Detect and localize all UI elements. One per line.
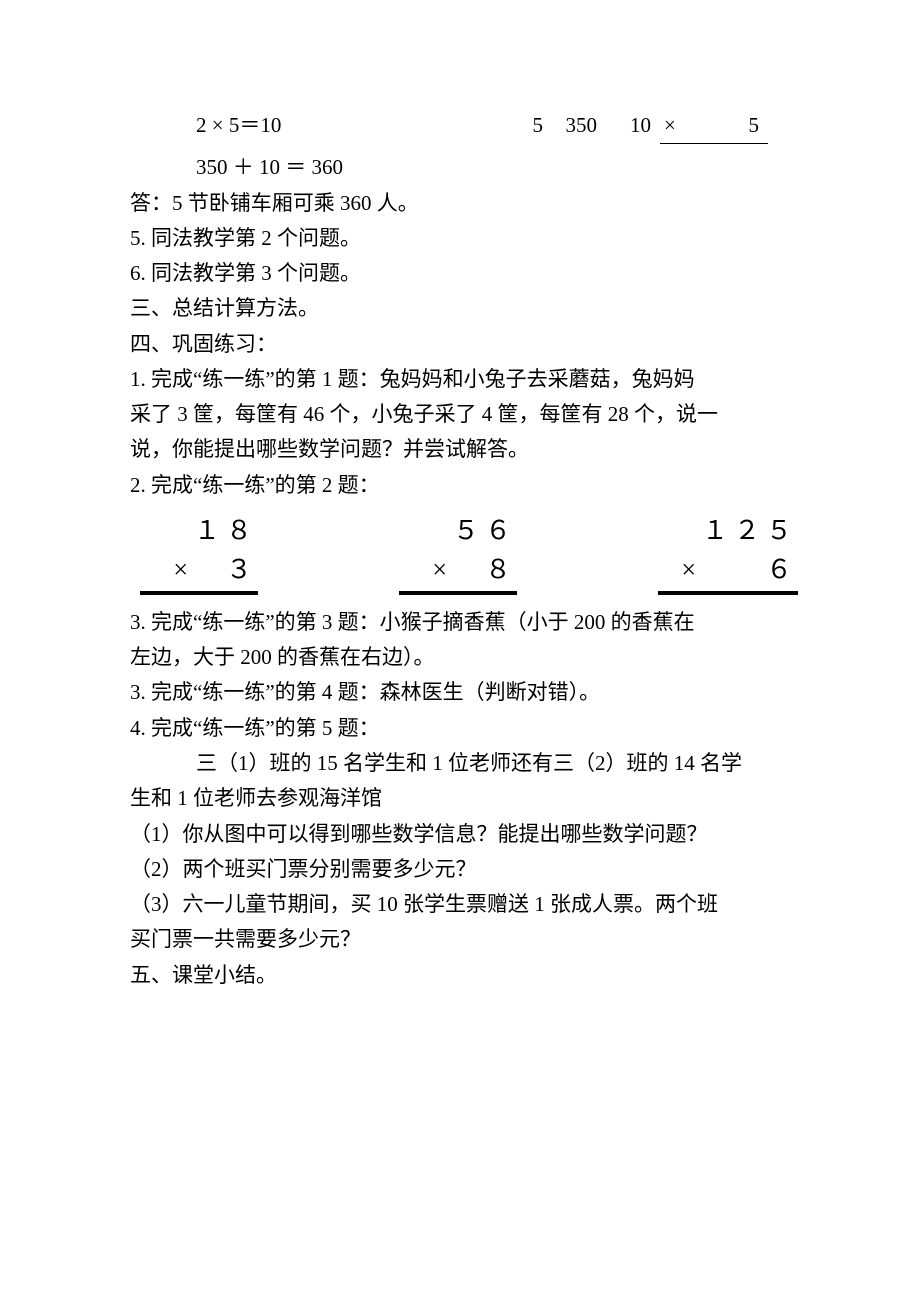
- answer-line: 答：5 节卧铺车厢可乘 360 人。: [130, 186, 802, 221]
- body-line: 说，你能提出哪些数学问题？并尝试解答。: [130, 432, 802, 467]
- calc-cell: 10: [606, 108, 660, 144]
- calc-table: 5 350 10 × 5: [498, 108, 768, 150]
- mult-bar: [399, 591, 517, 595]
- body-line: （1）你从图中可以得到哪些数学信息？能提出哪些数学问题？: [130, 817, 802, 852]
- body-line: 2. 完成“练一练”的第 2 题：: [130, 468, 802, 503]
- body-line: 买门票一共需要多少元？: [130, 922, 802, 957]
- body-line: 生和 1 位老师去参观海洋馆: [130, 781, 802, 816]
- calc-cell: 5: [498, 108, 552, 144]
- body-line: 6. 同法教学第 3 个问题。: [130, 256, 802, 291]
- eq-line-2: 350 ＋ 10 ＝ 360: [130, 150, 802, 185]
- section-heading: 三、总结计算方法。: [130, 291, 802, 326]
- top-row: 2 × 5＝10 5 350 10 × 5: [130, 108, 802, 150]
- mult-bot: × ３: [140, 550, 258, 589]
- body-line: 5. 同法教学第 2 个问题。: [130, 221, 802, 256]
- mult-strip: １８ × ３ ５６ × ８ １２５ × ６: [130, 503, 802, 605]
- body-line: （3）六一儿童节期间，买 10 张学生票赠送 1 张成人票。两个班: [130, 887, 802, 922]
- mult-problem-b: ５６ × ８: [399, 511, 517, 595]
- mult-top: １２５: [658, 511, 798, 550]
- body-line: 1. 完成“练一练”的第 1 题：兔妈妈和小兔子去采蘑菇，兔妈妈: [130, 362, 802, 397]
- mult-bot: × ６: [658, 550, 798, 589]
- mult-bar: [140, 591, 258, 595]
- mult-problem-a: １８ × ３: [140, 511, 258, 595]
- body-line: 三（1）班的 15 名学生和 1 位老师还有三（2）班的 14 名学: [130, 746, 802, 781]
- section-heading: 五、课堂小结。: [130, 958, 802, 993]
- body-line: 采了 3 筐，每筐有 46 个，小兔子采了 4 筐，每筐有 28 个，说一: [130, 397, 802, 432]
- body-line: 左边，大于 200 的香蕉在右边）。: [130, 640, 802, 675]
- body-line: 3. 完成“练一练”的第 3 题：小猴子摘香蕉（小于 200 的香蕉在: [130, 605, 802, 640]
- eq-line-1: 2 × 5＝10: [130, 108, 480, 143]
- mult-bar: [658, 591, 798, 595]
- mult-top: １８: [140, 511, 258, 550]
- calc-cell: 5: [714, 108, 768, 144]
- calc-op: ×: [660, 108, 714, 144]
- mult-bot: × ８: [399, 550, 517, 589]
- body-line: 4. 完成“练一练”的第 5 题：: [130, 711, 802, 746]
- calc-cell: 350: [552, 108, 606, 144]
- section-heading: 四、巩固练习：: [130, 327, 802, 362]
- body-line: （2）两个班买门票分别需要多少元？: [130, 852, 802, 887]
- mult-problem-c: １２５ × ６: [658, 511, 798, 595]
- mult-top: ５６: [399, 511, 517, 550]
- body-line: 3. 完成“练一练”的第 4 题：森林医生（判断对错）。: [130, 675, 802, 710]
